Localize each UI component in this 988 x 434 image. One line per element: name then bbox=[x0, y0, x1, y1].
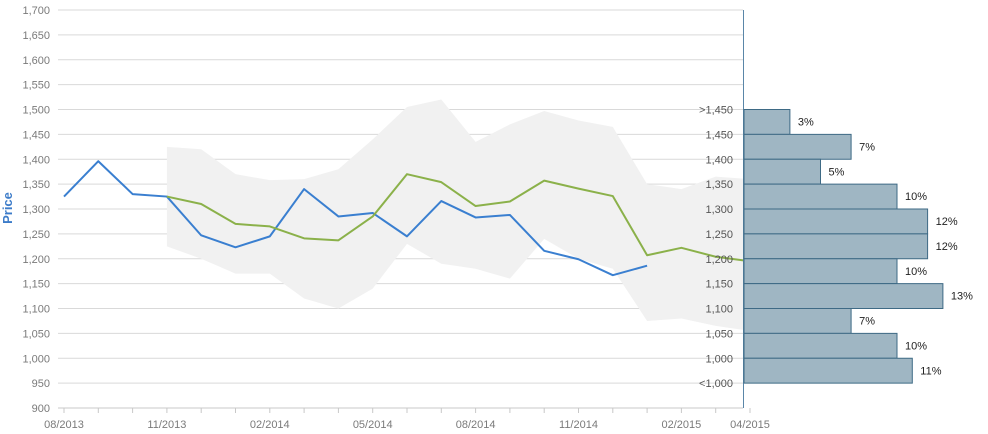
histogram-bar bbox=[743, 158, 821, 185]
y-tick-label: 1,500 bbox=[22, 105, 50, 117]
histogram-bin-label: 1,400 bbox=[705, 154, 733, 166]
y-tick-label: 1,550 bbox=[22, 80, 50, 92]
histogram-bar bbox=[743, 233, 929, 260]
series-line-2 bbox=[166, 173, 751, 263]
histogram-bar bbox=[743, 133, 852, 160]
y-tick-label: 950 bbox=[32, 378, 50, 390]
histogram-percent-label: 12% bbox=[936, 216, 958, 228]
y-tick-label: 1,300 bbox=[22, 204, 50, 216]
histogram-bar bbox=[743, 109, 791, 135]
x-tick-label: 11/2013 bbox=[147, 419, 186, 431]
histogram-percent-label: 13% bbox=[951, 291, 973, 303]
x-tick-label: 11/2014 bbox=[559, 419, 598, 431]
histogram-bin-label: <1,000 bbox=[699, 378, 733, 390]
y-axis-ticks: 900 950 1,000 1,050 1,100 1,150 1,200 1,250 1,30… bbox=[22, 5, 50, 415]
range-band-area bbox=[166, 99, 750, 331]
histogram-percent-label: 7% bbox=[859, 141, 875, 153]
histogram-percent-label: 7% bbox=[859, 316, 875, 328]
y-tick-label: 1,650 bbox=[22, 30, 50, 42]
histogram-bin-label: 1,300 bbox=[705, 204, 733, 216]
distribution-histogram: 3% >1,450 7% 1,450 5% 1,400 10% 1,350 12% 1,300 12… bbox=[699, 105, 973, 391]
price-lines bbox=[63, 160, 751, 277]
histogram-bar bbox=[743, 357, 913, 384]
histogram-bar bbox=[743, 283, 944, 309]
y-tick-label: 1,000 bbox=[22, 353, 50, 365]
y-tick-label: 1,350 bbox=[22, 179, 50, 191]
y-tick-label: 1,050 bbox=[22, 328, 50, 340]
y-tick-label: 1,150 bbox=[22, 279, 50, 291]
histogram-bin-label: 1,450 bbox=[705, 129, 733, 141]
x-tick-label: 05/2014 bbox=[353, 419, 393, 431]
histogram-bin-label: 1,050 bbox=[705, 328, 733, 340]
y-tick-label: 1,100 bbox=[22, 304, 50, 316]
histogram-bin-label: 1,350 bbox=[705, 179, 733, 191]
y-tick-label: 1,450 bbox=[22, 129, 50, 141]
y-axis-label: Price bbox=[0, 192, 15, 224]
histogram-bar bbox=[743, 308, 852, 334]
x-tick-label: 02/2014 bbox=[250, 419, 290, 431]
x-tick-label: 04/2015 bbox=[730, 419, 770, 431]
histogram-bar bbox=[743, 332, 898, 359]
x-tick-label: 02/2015 bbox=[662, 419, 702, 431]
histogram-bin-label: 1,250 bbox=[705, 229, 733, 241]
histogram-bar bbox=[743, 258, 898, 285]
histogram-bin-label: 1,000 bbox=[705, 353, 733, 365]
histogram-percent-label: 10% bbox=[905, 340, 927, 352]
histogram-percent-label: 5% bbox=[829, 166, 845, 178]
histogram-percent-label: 11% bbox=[920, 365, 941, 377]
histogram-bar bbox=[743, 208, 929, 235]
histogram-percent-label: 10% bbox=[905, 266, 927, 278]
histogram-percent-label: 3% bbox=[798, 117, 814, 129]
histogram-bin-label: 1,200 bbox=[705, 254, 733, 266]
y-tick-label: 900 bbox=[32, 403, 50, 415]
y-tick-label: 1,400 bbox=[22, 154, 50, 166]
histogram-bin-label: >1,450 bbox=[699, 105, 733, 117]
y-tick-label: 1,200 bbox=[22, 254, 50, 266]
forecast-range-band bbox=[166, 99, 750, 331]
y-tick-label: 1,250 bbox=[22, 229, 50, 241]
y-tick-label: 1,600 bbox=[22, 55, 50, 67]
x-tick-label: 08/2014 bbox=[456, 419, 496, 431]
histogram-bin-label: 1,100 bbox=[705, 304, 733, 316]
histogram-percent-label: 10% bbox=[905, 191, 927, 203]
y-tick-label: 1,700 bbox=[22, 5, 50, 17]
histogram-percent-label: 12% bbox=[936, 241, 958, 253]
x-axis-ticks: 08/2013 11/2013 02/2014 05/2014 08/2014 11/20… bbox=[44, 408, 770, 431]
series-line-1 bbox=[63, 160, 648, 277]
histogram-bar bbox=[743, 183, 898, 210]
histogram-bin-label: 1,150 bbox=[705, 279, 733, 291]
x-tick-label: 08/2013 bbox=[44, 419, 84, 431]
